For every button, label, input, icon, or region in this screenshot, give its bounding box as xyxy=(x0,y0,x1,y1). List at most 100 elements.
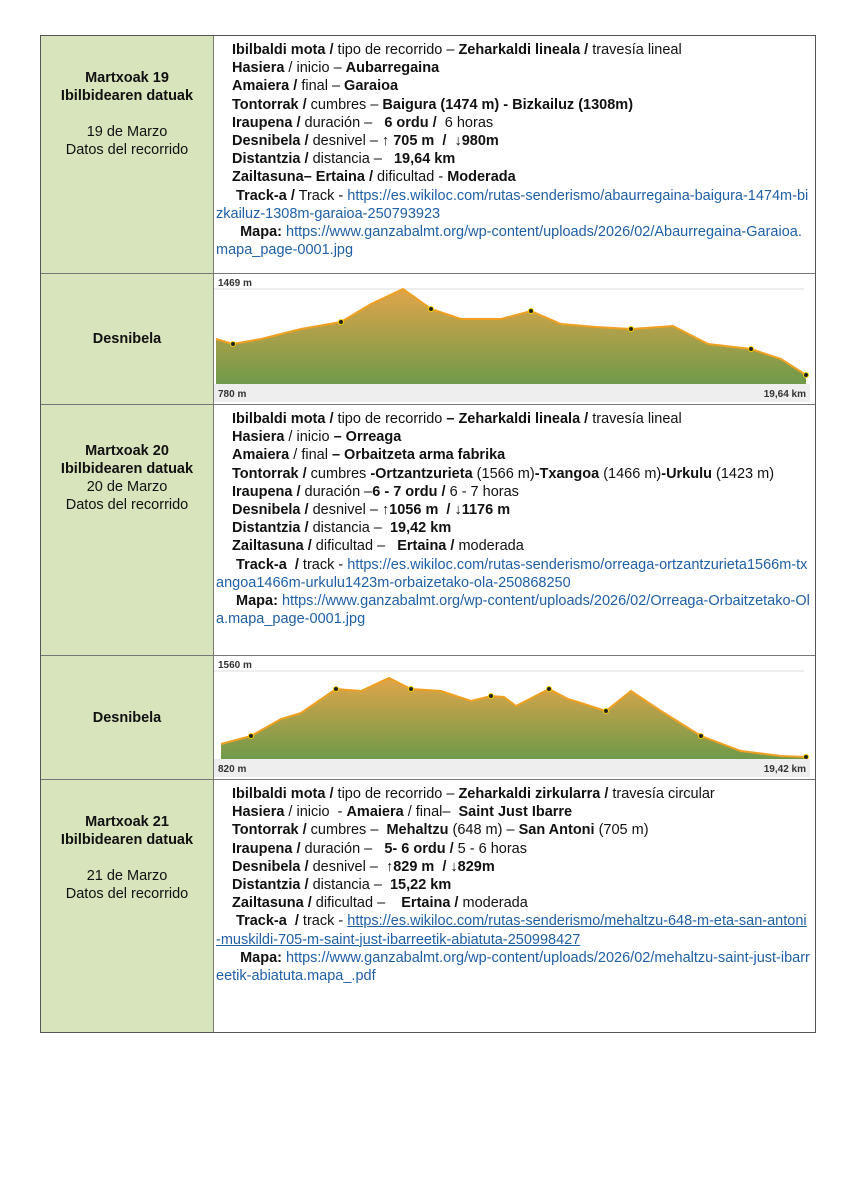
day-title: Martxoak 20 xyxy=(85,443,169,459)
text: travesía circular xyxy=(608,786,715,802)
label: Mehaltzu xyxy=(386,822,449,839)
detail-line: Hasiera / inicio - Amaiera / final– Sain… xyxy=(216,803,811,821)
detail-line: Mapa: https://www.ganzabalmt.org/wp-cont… xyxy=(216,949,811,985)
detail-line: Track-a / track - https://es.wikiloc.com… xyxy=(216,912,811,948)
label: Hasiera xyxy=(232,429,285,446)
label: Amaiera xyxy=(346,804,404,821)
detail-line: Zailtasuna / dificultad – Ertaina / mode… xyxy=(216,537,811,555)
detail-line: Hasiera / inicio – Aubarregaina xyxy=(216,59,811,77)
text: travesía lineal xyxy=(588,411,682,427)
day-row: Martxoak 21 Ibilbidearen datuak 21 de Marz… xyxy=(41,779,815,1032)
day-date: Datos del recorrido xyxy=(65,497,189,513)
label: Tontorrak / xyxy=(232,822,307,839)
label: Iraupena / xyxy=(232,483,301,500)
text: (648 m) – xyxy=(448,822,519,839)
label: Iraupena / xyxy=(232,840,301,857)
label: Zeharkaldi zirkularra / xyxy=(458,786,609,802)
label: – Zeharkaldi lineala / xyxy=(446,411,589,427)
text: tipo de recorrido xyxy=(333,411,447,427)
profile-label: Desnibela xyxy=(92,331,162,347)
profile-line xyxy=(215,287,807,376)
label: San Antoni xyxy=(518,822,595,839)
text: duración – xyxy=(300,114,385,131)
text: desnivel – xyxy=(308,858,386,875)
label: Hasiera xyxy=(232,804,285,821)
day-title: Ibilbidearen datuak xyxy=(60,88,194,104)
elevation-profile: 1469 m 780 m 19,64 km xyxy=(214,278,810,402)
label: Zailtasuna– Ertaina / xyxy=(232,169,374,186)
detail-line: Iraupena / duración – 6 ordu / 6 horas xyxy=(216,114,811,132)
detail-line: Mapa: https://www.ganzabalmt.org/wp-cont… xyxy=(216,223,811,259)
day-title: Ibilbidearen datuak xyxy=(60,461,194,477)
text: / final xyxy=(289,447,332,464)
label: Zeharkaldi lineala / xyxy=(458,42,589,58)
label: ↑829 m / ↓829m xyxy=(385,858,495,875)
detail-line: Distantzia / distancia – 15,22 km xyxy=(216,876,811,894)
day-date: Datos del recorrido xyxy=(65,142,189,158)
waypoint xyxy=(488,693,494,699)
label: Amaiera / xyxy=(232,78,298,95)
detail-line: Distantzia / distancia – 19,64 km xyxy=(216,150,811,168)
label: -Txangoa xyxy=(534,465,600,482)
label: Track-a / xyxy=(232,913,299,930)
link[interactable]: https://www.ganzabalmt.org/wp-content/up… xyxy=(216,949,810,985)
day-title: Martxoak 19 xyxy=(85,70,169,86)
link[interactable]: https://es.wikiloc.com/rutas-senderismo/… xyxy=(216,187,809,222)
label: -Urkulu xyxy=(661,465,712,482)
link[interactable]: https://www.ganzabalmt.org/wp-content/up… xyxy=(216,224,802,259)
detail-line: Ibilbaldi mota / tipo de recorrido – Zeh… xyxy=(216,41,811,59)
waypoint xyxy=(748,346,754,352)
text: dificultad – xyxy=(311,538,398,555)
waypoint xyxy=(338,319,344,325)
label: Ibilbaldi mota / xyxy=(232,411,334,427)
label: Hasiera xyxy=(232,60,285,77)
text: 6 - 7 horas xyxy=(445,483,519,500)
text: Track - xyxy=(294,187,348,204)
waypoint xyxy=(546,686,552,692)
label: Mapa: xyxy=(232,224,282,241)
label: 19,42 km xyxy=(385,520,452,537)
waypoint xyxy=(408,686,414,692)
text: travesía lineal xyxy=(588,42,682,58)
waypoint xyxy=(248,733,254,739)
label: Zailtasuna / xyxy=(232,538,312,555)
text: duración – xyxy=(300,483,373,500)
details-cell: Ibilbaldi mota / tipo de recorrido – Zeh… xyxy=(214,780,815,1032)
detail-line: Zailtasuna / dificultad – Ertaina / mode… xyxy=(216,894,811,912)
text: moderada xyxy=(458,895,528,912)
label: ↑1056 m / ↓1176 m xyxy=(381,502,511,519)
text: moderada xyxy=(454,538,524,555)
day-date: 21 de Marzo xyxy=(86,868,168,884)
detail-line: Iraupena / duración – 5- 6 ordu / 5 - 6 … xyxy=(216,840,811,858)
label: ↑ 705 m / ↓980m xyxy=(381,133,499,150)
label: Tontorrak / xyxy=(232,465,307,482)
detail-line: Tontorrak / cumbres – Baigura (1474 m) -… xyxy=(216,96,811,114)
details-cell: Ibilbaldi mota / tipo de recorrido – Zeh… xyxy=(214,36,815,273)
distance-label: 19,42 km xyxy=(764,764,806,775)
text: cumbres – xyxy=(306,822,387,839)
label: 6 - 7 ordu / xyxy=(372,483,446,500)
text: / inicio - xyxy=(284,804,347,821)
text: desnivel – xyxy=(308,502,382,519)
day-cell: Martxoak 20 Ibilbidearen datuak 20 de Marz… xyxy=(41,405,214,655)
label: Aubarregaina xyxy=(345,60,440,77)
label: Iraupena / xyxy=(232,114,301,131)
detail-line: Desnibela / desnivel – ↑1056 m / ↓1176 m xyxy=(216,501,811,519)
text: dificultad – xyxy=(311,895,402,912)
label: Baigura (1474 m) - Bizkailuz (1308m) xyxy=(382,96,634,113)
label: Mapa: xyxy=(232,593,278,610)
link[interactable]: https://es.wikiloc.com/rutas-senderismo/… xyxy=(216,556,808,591)
profile-area xyxy=(216,289,806,384)
text: distancia – xyxy=(308,520,386,537)
text: track - xyxy=(298,913,348,930)
link[interactable]: https://es.wikiloc.com/rutas-senderismo/… xyxy=(216,913,807,948)
link[interactable]: https://www.ganzabalmt.org/wp-content/up… xyxy=(216,593,810,628)
detail-line: Mapa: https://www.ganzabalmt.org/wp-cont… xyxy=(216,592,811,628)
spacer xyxy=(41,849,213,867)
label: Amaiera xyxy=(232,447,290,464)
document-table: Martxoak 19 Ibilbidearen datuak 19 de Marz… xyxy=(40,35,816,1033)
label: -Ortzantzurieta xyxy=(370,465,473,482)
label: Distantzia / xyxy=(232,877,309,894)
label: Desnibela / xyxy=(232,502,309,519)
text: / inicio – xyxy=(284,60,346,77)
